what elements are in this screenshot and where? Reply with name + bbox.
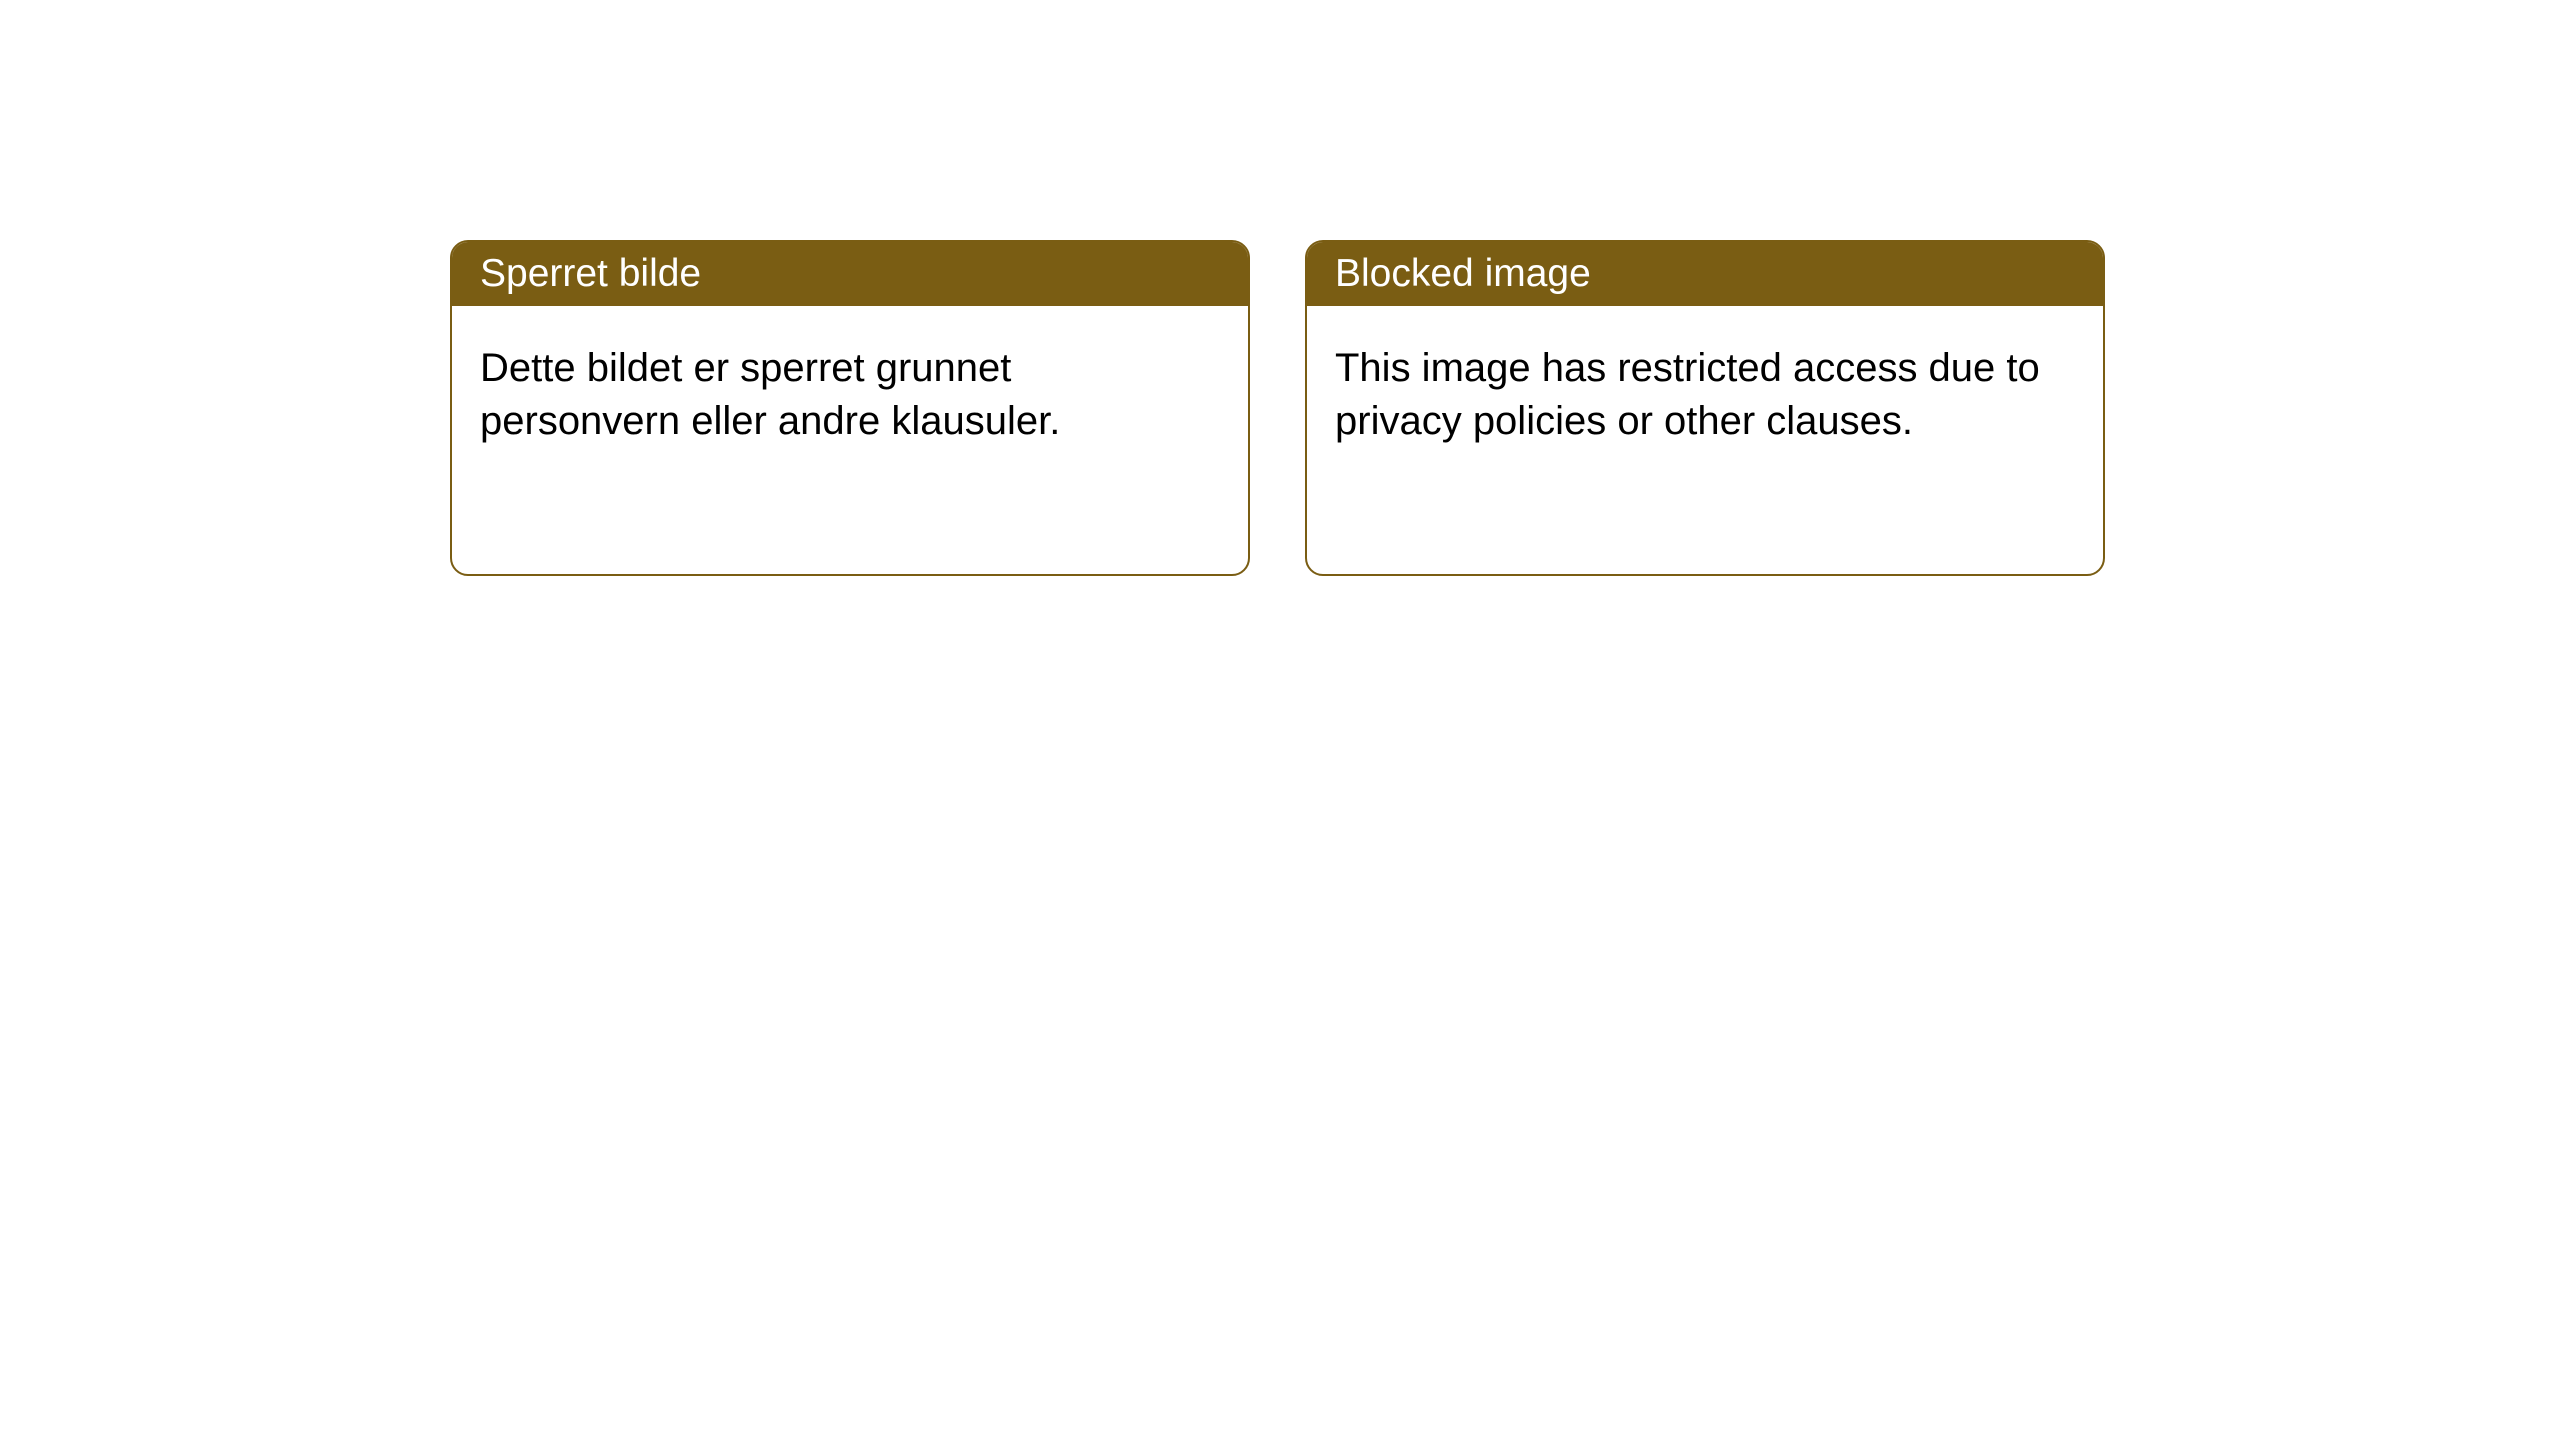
notice-panel-body-no: Dette bildet er sperret grunnet personve… — [452, 306, 1248, 484]
notice-panel-header-no: Sperret bilde — [452, 242, 1248, 306]
notice-panel-body-en: This image has restricted access due to … — [1307, 306, 2103, 484]
notice-panels-container: Sperret bilde Dette bildet er sperret gr… — [450, 240, 2105, 576]
notice-panel-no: Sperret bilde Dette bildet er sperret gr… — [450, 240, 1250, 576]
notice-panel-header-en: Blocked image — [1307, 242, 2103, 306]
notice-panel-en: Blocked image This image has restricted … — [1305, 240, 2105, 576]
